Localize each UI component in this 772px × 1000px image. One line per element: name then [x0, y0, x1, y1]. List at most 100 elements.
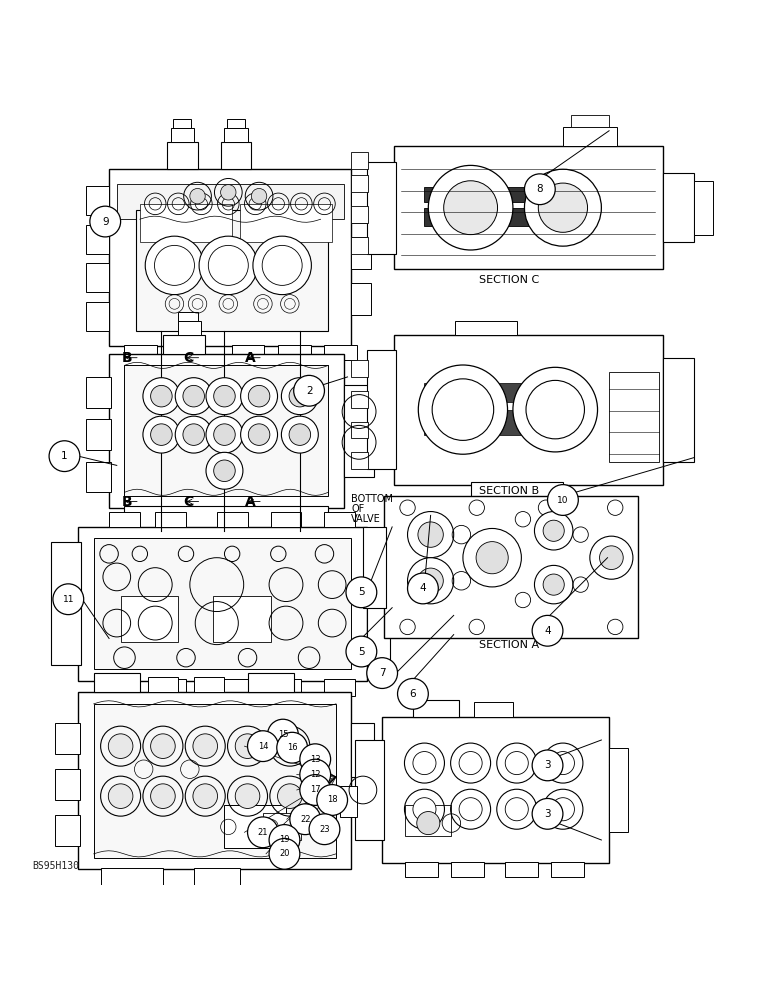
Bar [324, 679, 355, 696]
Circle shape [235, 784, 260, 808]
Circle shape [432, 379, 493, 440]
Circle shape [235, 734, 260, 758]
Circle shape [183, 385, 205, 407]
Text: 20: 20 [279, 849, 290, 858]
Circle shape [289, 385, 310, 407]
Circle shape [428, 165, 513, 250]
Circle shape [418, 522, 443, 547]
Circle shape [206, 416, 243, 453]
Circle shape [221, 185, 236, 200]
Circle shape [108, 734, 133, 758]
Bar [124, 506, 328, 529]
Circle shape [145, 236, 204, 295]
Circle shape [206, 452, 243, 489]
Circle shape [413, 798, 436, 821]
Bar [425, 187, 573, 202]
Text: 5: 5 [358, 587, 364, 597]
Circle shape [398, 678, 428, 709]
Bar [221, 142, 252, 169]
Circle shape [206, 378, 243, 415]
Text: SECTION B: SECTION B [479, 486, 539, 496]
Text: C: C [184, 495, 194, 509]
Bar [663, 173, 694, 242]
Circle shape [143, 416, 180, 453]
Circle shape [241, 378, 278, 415]
Text: SECTION A: SECTION A [479, 640, 539, 650]
Circle shape [543, 520, 564, 541]
Bar [171, 345, 203, 360]
Circle shape [309, 814, 340, 845]
Text: 9: 9 [102, 217, 109, 227]
Text: A: A [245, 351, 256, 365]
Circle shape [175, 416, 212, 453]
Bar [351, 237, 368, 254]
Circle shape [49, 441, 80, 472]
Circle shape [418, 568, 443, 593]
Text: 1: 1 [61, 451, 68, 461]
Bar [163, 335, 205, 354]
Circle shape [300, 775, 330, 805]
Text: 22: 22 [300, 815, 310, 824]
Circle shape [262, 245, 302, 285]
Bar [248, 673, 293, 692]
Bar [384, 496, 638, 638]
Bar [101, 868, 163, 886]
Circle shape [269, 838, 300, 869]
Circle shape [249, 424, 270, 445]
Bar [351, 360, 368, 377]
Circle shape [293, 375, 324, 406]
Bar [505, 862, 537, 877]
Bar [663, 358, 694, 462]
Bar [351, 191, 371, 223]
Text: OF: OF [351, 504, 364, 514]
Bar [351, 283, 371, 315]
Circle shape [367, 658, 398, 688]
Bar [227, 119, 245, 128]
Bar [351, 206, 368, 223]
Circle shape [281, 378, 318, 415]
Circle shape [289, 424, 310, 445]
Circle shape [346, 636, 377, 667]
Circle shape [214, 385, 235, 407]
Circle shape [248, 731, 279, 762]
Bar [367, 350, 396, 469]
Circle shape [90, 206, 120, 237]
Circle shape [268, 719, 298, 750]
Bar [109, 512, 140, 527]
Bar [167, 142, 198, 169]
Circle shape [524, 174, 555, 205]
Bar [86, 263, 109, 292]
Circle shape [346, 577, 377, 608]
Text: 23: 23 [319, 825, 330, 834]
Circle shape [408, 512, 454, 558]
Bar [351, 152, 368, 169]
Text: 14: 14 [258, 742, 268, 751]
Bar [171, 128, 194, 142]
Bar [324, 512, 355, 527]
Bar [178, 312, 198, 321]
Bar [140, 527, 171, 542]
Text: 17: 17 [310, 785, 320, 794]
Bar [52, 542, 80, 665]
Circle shape [590, 536, 633, 579]
Circle shape [214, 460, 235, 482]
Bar [93, 538, 351, 669]
Bar [351, 452, 368, 469]
Text: 16: 16 [287, 743, 297, 752]
Circle shape [253, 236, 311, 295]
Text: 12: 12 [310, 770, 320, 779]
Bar [93, 704, 336, 858]
Text: 10: 10 [557, 496, 569, 505]
Text: B: B [121, 495, 132, 509]
Circle shape [248, 817, 279, 848]
Bar [425, 410, 559, 435]
Text: 19: 19 [279, 835, 290, 844]
Bar [609, 748, 628, 832]
Bar [405, 805, 452, 836]
Text: A: A [245, 495, 256, 509]
Bar [109, 679, 140, 696]
Circle shape [463, 528, 521, 587]
Circle shape [418, 365, 507, 454]
Bar [225, 128, 248, 142]
Text: 5: 5 [358, 647, 364, 657]
